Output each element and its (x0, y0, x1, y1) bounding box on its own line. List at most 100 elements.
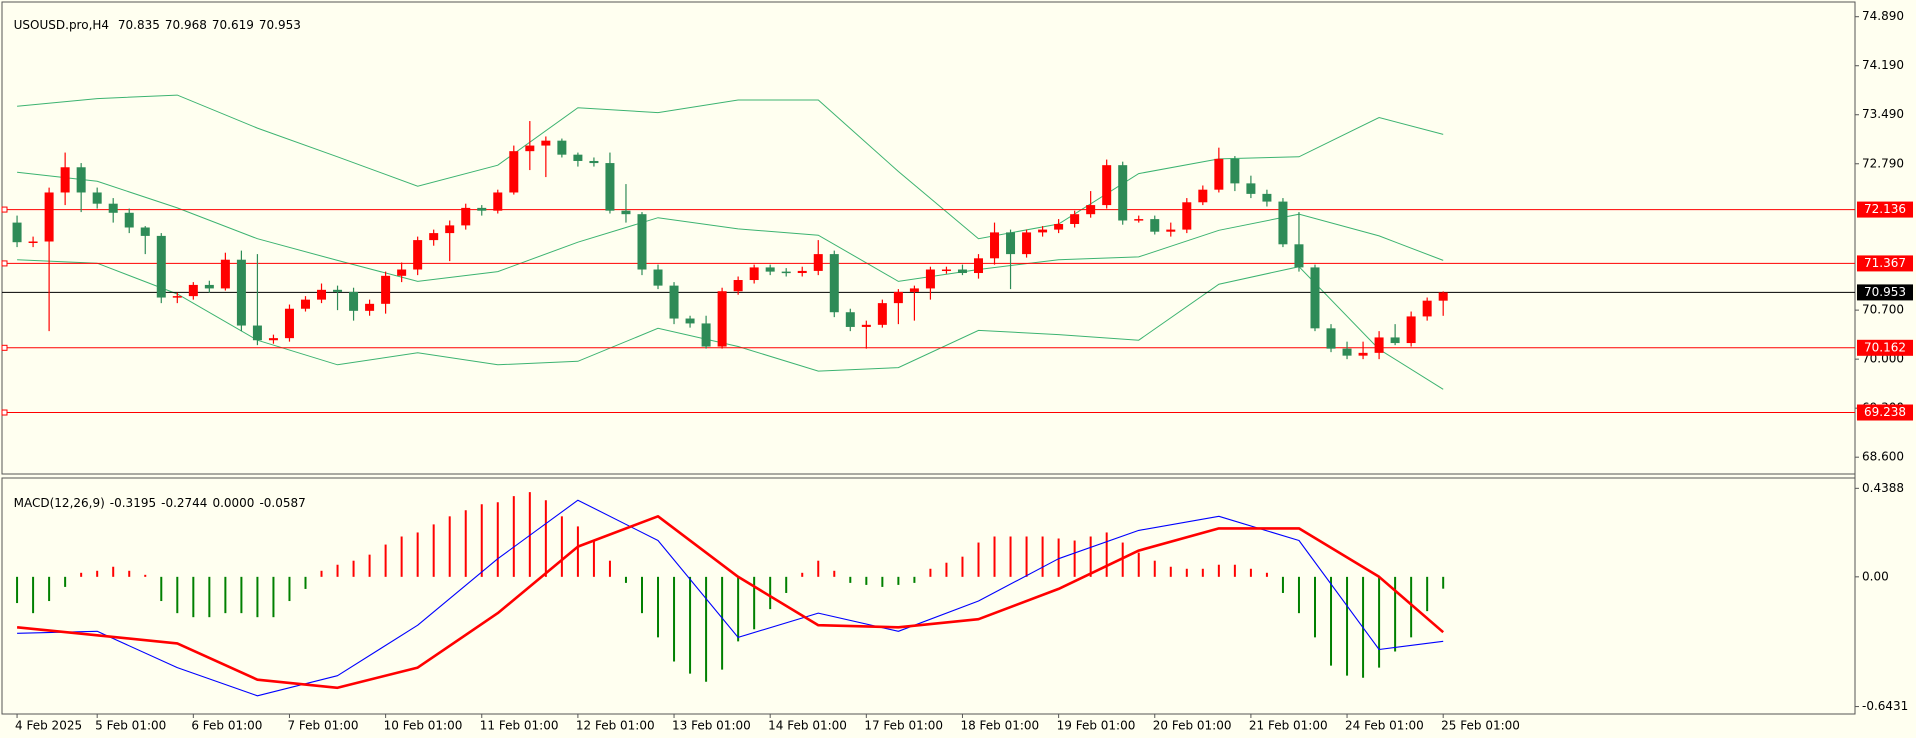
candle-body (1006, 232, 1016, 255)
candle-body (845, 312, 855, 327)
candle-body (1182, 202, 1192, 230)
candle-body (1150, 219, 1160, 232)
candle-body (1022, 232, 1032, 255)
candle-body (1214, 158, 1224, 190)
panel-frame (1, 1, 1856, 475)
candle-body (156, 235, 166, 298)
candle-body (76, 167, 86, 193)
macd-line (17, 499, 1444, 697)
candle-body (1342, 348, 1352, 356)
candle-body (685, 318, 695, 324)
candle-body (220, 259, 230, 289)
candle-body (333, 289, 343, 292)
level-marker (1, 409, 8, 416)
high-value: 70.968 (164, 18, 207, 32)
candle-body (653, 269, 663, 286)
candle-body (381, 275, 391, 304)
candle-body (1358, 352, 1368, 356)
y-tick-label: 73.490 (1862, 107, 1904, 121)
candle-body (1390, 337, 1400, 344)
level-marker (1, 344, 8, 351)
candle-body (1326, 328, 1336, 349)
candle-body (188, 284, 198, 297)
symbol: USOUSD.pro,H4 (13, 18, 110, 32)
candle-body (1262, 193, 1272, 202)
candle-body (1406, 316, 1416, 344)
candle-body (1294, 244, 1304, 268)
candle-body (557, 140, 567, 155)
candle-body (861, 324, 871, 327)
x-tick-label: 20 Feb 01:00 (1153, 719, 1232, 733)
candle-body (973, 258, 983, 274)
x-tick-label: 25 Feb 01:00 (1441, 719, 1520, 733)
candle-body (733, 280, 743, 292)
x-tick-label: 7 Feb 01:00 (287, 719, 358, 733)
candle-body (445, 225, 455, 234)
signal-value: -0.2744 (161, 496, 208, 510)
candle-body (573, 154, 583, 161)
y-tick-label: 68.600 (1862, 450, 1904, 464)
candle-body (28, 241, 38, 244)
candle-body (1278, 201, 1288, 245)
candle-body (1310, 267, 1320, 329)
x-tick-label: 21 Feb 01:00 (1249, 719, 1328, 733)
candle-body (1246, 183, 1256, 194)
x-tick-label: 19 Feb 01:00 (1057, 719, 1136, 733)
candle-body (172, 296, 182, 298)
candle-body (1038, 229, 1048, 233)
candle-body (877, 303, 887, 325)
candle-body (413, 240, 423, 270)
x-tick-label: 13 Feb 01:00 (672, 719, 751, 733)
candle-body (637, 214, 647, 270)
candle-body (124, 212, 134, 228)
candle-body (1198, 189, 1208, 203)
x-tick-label: 14 Feb 01:00 (768, 719, 847, 733)
x-tick-label: 6 Feb 01:00 (191, 719, 262, 733)
candle-body (140, 227, 150, 236)
candle-body (1422, 300, 1432, 317)
x-tick-label: 17 Feb 01:00 (864, 719, 943, 733)
candle-body (701, 323, 711, 347)
macd-title: MACD(12,26,9) (13, 496, 105, 510)
level-label: 71.367 (1864, 256, 1906, 270)
level-label-box (1857, 404, 1913, 421)
candle-body (349, 291, 359, 311)
candle-body (1054, 223, 1064, 230)
x-tick-label: 24 Feb 01:00 (1345, 719, 1424, 733)
candle-body (829, 254, 839, 313)
x-tick-label: 18 Feb 01:00 (960, 719, 1039, 733)
level-label: 72.136 (1864, 202, 1906, 216)
candle-body (300, 299, 310, 309)
band-middle (17, 171, 1444, 282)
macd-header: MACD(12,26,9) -0.3195 -0.2744 0.0000 -0.0587 (6, 482, 311, 510)
candle-body (92, 192, 102, 204)
candle-body (44, 192, 54, 242)
panel-frame (1, 477, 1856, 715)
candle-body (990, 232, 1000, 259)
candle-body (236, 259, 246, 326)
candle-body (252, 325, 262, 341)
level-marker (1, 260, 8, 267)
candle-body (749, 267, 759, 281)
candle-body (669, 285, 679, 319)
y-tick-label: 74.190 (1862, 58, 1904, 72)
level-label: 70.162 (1864, 340, 1906, 354)
close-value: 70.953 (258, 18, 301, 32)
candle-body (605, 163, 615, 211)
candle-body (1134, 219, 1144, 221)
candle-body (957, 269, 967, 274)
candle-body (797, 270, 807, 274)
candle-body (60, 167, 70, 193)
level-value: 0.0000 (212, 496, 255, 510)
y-tick-label: 74.890 (1862, 9, 1904, 23)
candle-body (268, 338, 278, 341)
x-tick-label: 11 Feb 01:00 (480, 719, 559, 733)
y-tick-label: 0.4388 (1862, 481, 1904, 495)
candle-body (525, 145, 535, 152)
x-tick-label: 10 Feb 01:00 (384, 719, 463, 733)
candle-body (925, 269, 935, 289)
level-label-box (1857, 339, 1913, 356)
level-marker (1, 206, 8, 213)
